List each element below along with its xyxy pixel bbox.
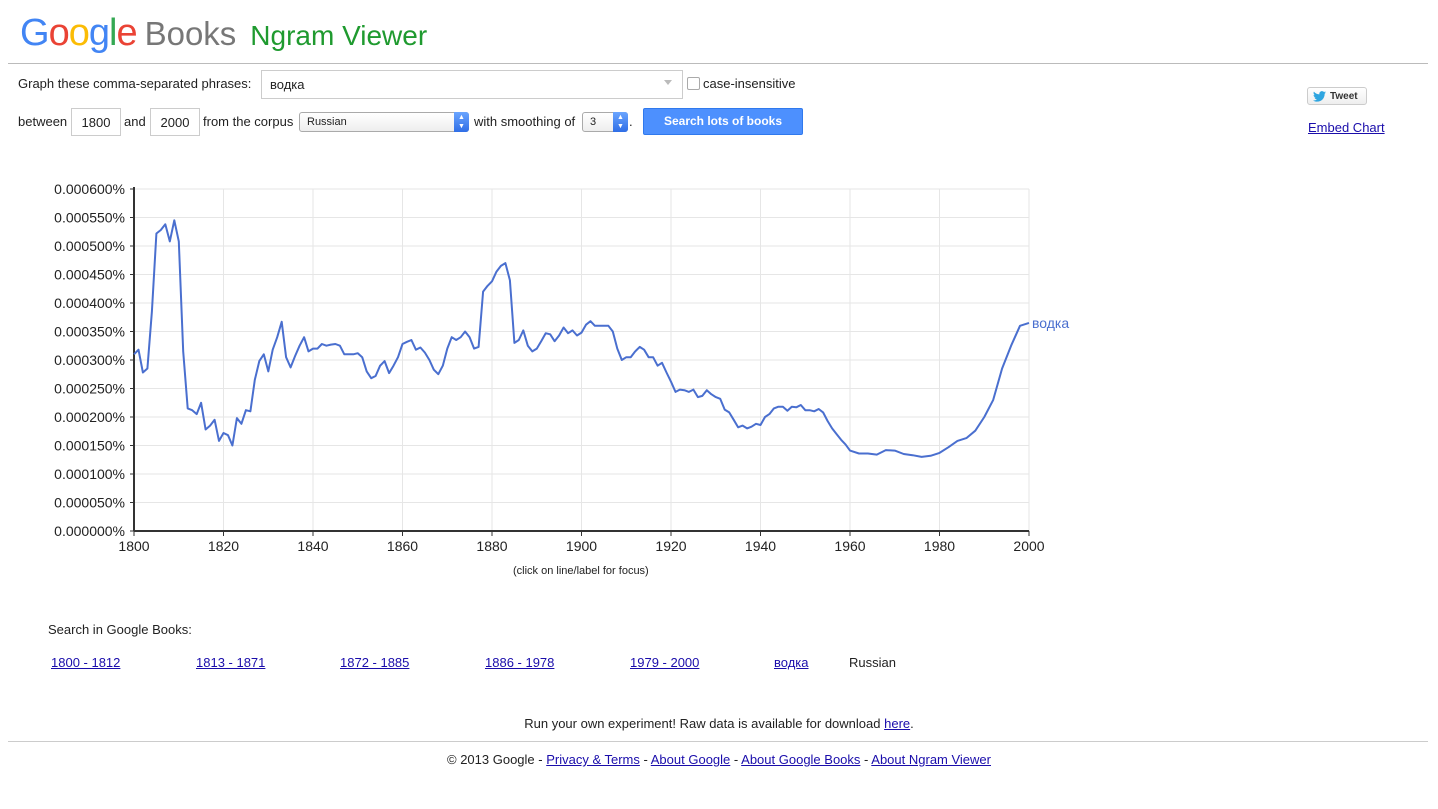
y-tick-label: 0.000250%: [54, 381, 125, 397]
x-tick-label: 1920: [655, 538, 686, 554]
corpus-select[interactable]: Russian ▲ ▼: [299, 112, 469, 132]
tweet-button[interactable]: Tweet: [1307, 87, 1367, 105]
copyright: © 2013 Google -: [447, 752, 543, 767]
about-google-link[interactable]: About Google: [650, 752, 731, 767]
footer-separator: -: [643, 752, 648, 767]
about-google-books-link[interactable]: About Google Books: [741, 752, 861, 767]
ngram-viewer-title: Ngram Viewer: [250, 20, 428, 51]
x-tick-label: 1820: [208, 538, 239, 554]
y-tick-label: 0.000050%: [54, 495, 125, 511]
twitter-bird-icon: [1313, 90, 1326, 102]
google-letter: o: [68, 12, 90, 54]
series-label-vodka[interactable]: водка: [1032, 315, 1069, 331]
y-tick-label: 0.000450%: [54, 267, 125, 283]
books-range-link[interactable]: 1872 - 1885: [340, 655, 410, 670]
y-tick-label: 0.000000%: [54, 523, 125, 539]
and-label: and: [124, 114, 146, 129]
corpus-label: from the corpus: [203, 114, 294, 129]
privacy-terms-link[interactable]: Privacy & Terms: [546, 752, 640, 767]
y-tick-label: 0.000300%: [54, 352, 125, 368]
series-line-vodka[interactable]: [133, 219, 1030, 458]
smoothing-label: with smoothing of: [474, 114, 576, 129]
footer-separator: -: [864, 752, 869, 767]
footer-separator: -: [733, 752, 739, 767]
books-phrase-link[interactable]: водка: [774, 655, 809, 670]
books-range-link[interactable]: 1886 - 1978: [485, 655, 555, 670]
y-tick-label: 0.000100%: [54, 466, 125, 482]
select-updown-icon: ▲ ▼: [613, 112, 628, 132]
start-year-input[interactable]: 1800: [71, 108, 121, 136]
phrases-input[interactable]: водка: [261, 70, 683, 99]
smoothing-select-value: 3: [590, 116, 597, 128]
corpus-select-value: Russian: [307, 116, 347, 128]
chart-hint: (click on line/label for focus): [513, 565, 649, 577]
ngram-chart[interactable]: 0.000000% 0.000050% 0.000100% 0.000150% 0.00…: [0, 170, 1100, 565]
y-tick-label: 0.000600%: [54, 181, 125, 197]
y-tick-label: 0.000500%: [54, 238, 125, 254]
google-letter: g: [88, 12, 110, 54]
x-tick-label: 1880: [476, 538, 507, 554]
y-tick-label: 0.000350%: [54, 324, 125, 340]
x-tick-label: 1900: [566, 538, 597, 554]
x-tick-label: 1860: [387, 538, 418, 554]
header-divider: [8, 63, 1428, 64]
google-letter: G: [20, 12, 50, 54]
y-axis-ticks: 0.000000% 0.000050% 0.000100% 0.000150% 0.00…: [54, 181, 134, 539]
embed-chart-link[interactable]: Embed Chart: [1308, 120, 1385, 135]
x-axis-ticks: 1800 1820 1840 1860 1880 1900 1920 1940 1960 1980…: [118, 531, 1045, 554]
y-tick-label: 0.000400%: [54, 295, 125, 311]
about-ngram-viewer-link[interactable]: About Ngram Viewer: [871, 752, 991, 767]
google-letter: e: [116, 12, 137, 54]
chart-axes: [133, 187, 1029, 532]
google-letter: l: [108, 12, 118, 54]
search-button[interactable]: Search lots of books: [643, 108, 803, 135]
x-tick-label: 1980: [924, 538, 955, 554]
y-tick-label: 0.000550%: [54, 210, 125, 226]
footer-divider: [8, 741, 1428, 742]
tweet-label: Tweet: [1330, 90, 1358, 102]
phrases-dropdown-arrow-icon[interactable]: [664, 80, 672, 85]
footer-links: © 2013 Google - Privacy & Terms - About …: [0, 752, 1438, 767]
x-tick-label: 1940: [745, 538, 776, 554]
chart-grid: [134, 188, 1030, 531]
between-label: between: [18, 114, 68, 129]
x-tick-label: 1800: [118, 538, 149, 554]
smoothing-select[interactable]: 3 ▲ ▼: [582, 112, 628, 132]
google-wordmark: Google: [20, 12, 138, 55]
end-year-input[interactable]: 2000: [150, 108, 200, 136]
google-books-logo[interactable]: Google Books Ngram Viewer: [20, 12, 427, 56]
search-in-books-title: Search in Google Books:: [48, 622, 192, 637]
x-tick-label: 2000: [1013, 538, 1044, 554]
raw-data-text: Run your own experiment! Raw data is ava…: [524, 716, 881, 731]
books-wordmark: Books: [144, 15, 237, 52]
raw-data-period: .: [910, 716, 914, 731]
books-range-link[interactable]: 1813 - 1871: [196, 655, 266, 670]
raw-data-here-link[interactable]: here: [884, 716, 911, 731]
books-corpus-label: Russian: [849, 655, 896, 670]
y-tick-label: 0.000150%: [54, 438, 125, 454]
x-tick-label: 1840: [297, 538, 328, 554]
books-range-link[interactable]: 1979 - 2000: [630, 655, 700, 670]
select-updown-icon: ▲ ▼: [454, 112, 469, 132]
chart-series[interactable]: водка: [133, 219, 1069, 458]
y-tick-label: 0.000200%: [54, 409, 125, 425]
case-insensitive-label: case-insensitive: [703, 76, 796, 91]
x-tick-label: 1960: [834, 538, 865, 554]
period-text: .: [629, 114, 633, 129]
raw-data-note: Run your own experiment! Raw data is ava…: [0, 716, 1438, 731]
case-insensitive-checkbox[interactable]: [687, 77, 700, 90]
phrases-label: Graph these comma-separated phrases:: [18, 76, 252, 91]
books-range-link[interactable]: 1800 - 1812: [51, 655, 121, 670]
google-letter: o: [48, 12, 70, 54]
